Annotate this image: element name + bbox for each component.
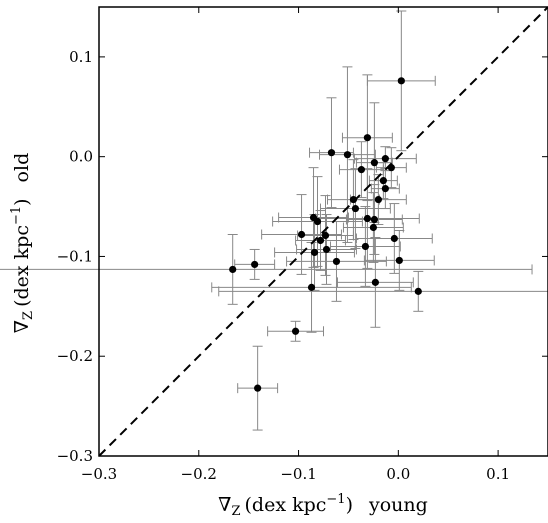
data-point-28 — [229, 265, 237, 274]
data-point-23 — [322, 245, 331, 254]
errorbar-28 — [0, 233, 533, 305]
x-axis-label-subscript: Z — [231, 504, 240, 519]
data-point-32 — [291, 327, 300, 335]
y-axis-label-subscript: Z — [21, 311, 36, 320]
data-point-3 — [343, 151, 352, 159]
data-point-16 — [370, 215, 378, 224]
data-point-0 — [397, 77, 405, 85]
errorbars-layer — [0, 10, 548, 431]
ticks-layer: −0.3 −0.2 −0.1 0.0 0.1 −0.3 −0.2 −0.1 0.0 0.1 — [57, 7, 548, 483]
y-axis-label-tag: old — [11, 153, 33, 183]
y-tick-label: 0.1 — [69, 48, 93, 66]
data-point-19 — [297, 230, 306, 239]
x-tick-label: 0.0 — [386, 465, 410, 483]
data-point-29 — [371, 278, 379, 286]
one-to-one-reference-line — [98, 6, 548, 457]
x-axis-label-tag: young — [368, 494, 428, 516]
data-point-18 — [321, 231, 330, 240]
data-point-11 — [349, 195, 358, 204]
data-point-25 — [395, 256, 403, 265]
data-point-9 — [381, 184, 389, 193]
x-axis-label-exponent: −1 — [326, 492, 345, 507]
data-point-27 — [251, 260, 259, 269]
data-point-22 — [361, 242, 370, 251]
data-point-17 — [369, 223, 377, 232]
data-point-4 — [381, 155, 389, 163]
points-layer — [229, 77, 422, 392]
data-point-15 — [363, 214, 372, 223]
data-point-2 — [327, 149, 336, 157]
data-point-8 — [379, 177, 387, 185]
data-point-7 — [357, 166, 366, 174]
x-tick-label: −0.2 — [181, 465, 217, 483]
data-point-5 — [387, 164, 395, 172]
x-tick-label: −0.1 — [280, 465, 316, 483]
y-axis-label-close: ) — [11, 198, 33, 205]
y-axis-label-nabla: ∇ — [11, 320, 33, 333]
data-point-1 — [363, 134, 372, 142]
x-tick-label: 0.1 — [486, 465, 510, 483]
x-tick-label: −0.3 — [81, 465, 117, 483]
y-tick-label: −0.2 — [57, 347, 93, 365]
data-point-6 — [370, 159, 378, 167]
plot-frame — [98, 6, 548, 457]
data-point-24 — [310, 248, 319, 257]
data-point-12 — [351, 204, 360, 213]
y-tick-label: 0.0 — [69, 148, 93, 166]
data-point-31 — [414, 287, 422, 295]
y-tick-label: −0.3 — [57, 447, 93, 465]
data-point-20 — [316, 236, 325, 245]
data-point-30 — [307, 283, 316, 291]
errorbar-31 — [218, 270, 548, 312]
data-point-21 — [390, 234, 398, 243]
x-axis-label-unit: (dex kpc — [245, 494, 327, 516]
y-axis-label-unit: (dex kpc — [11, 225, 33, 307]
data-point-14 — [313, 217, 322, 226]
x-axis-label-close: ) — [346, 494, 353, 516]
x-axis-label-nabla: ∇ — [218, 494, 231, 516]
data-point-33 — [254, 384, 262, 392]
y-tick-label: −0.1 — [57, 247, 93, 265]
data-point-10 — [374, 195, 382, 204]
x-axis-label: ∇Z (dex kpc−1) young — [218, 492, 428, 519]
y-axis-label-exponent: −1 — [9, 206, 24, 225]
y-axis-label: ∇Z (dex kpc−1) old — [9, 153, 36, 334]
data-point-26 — [332, 257, 341, 266]
